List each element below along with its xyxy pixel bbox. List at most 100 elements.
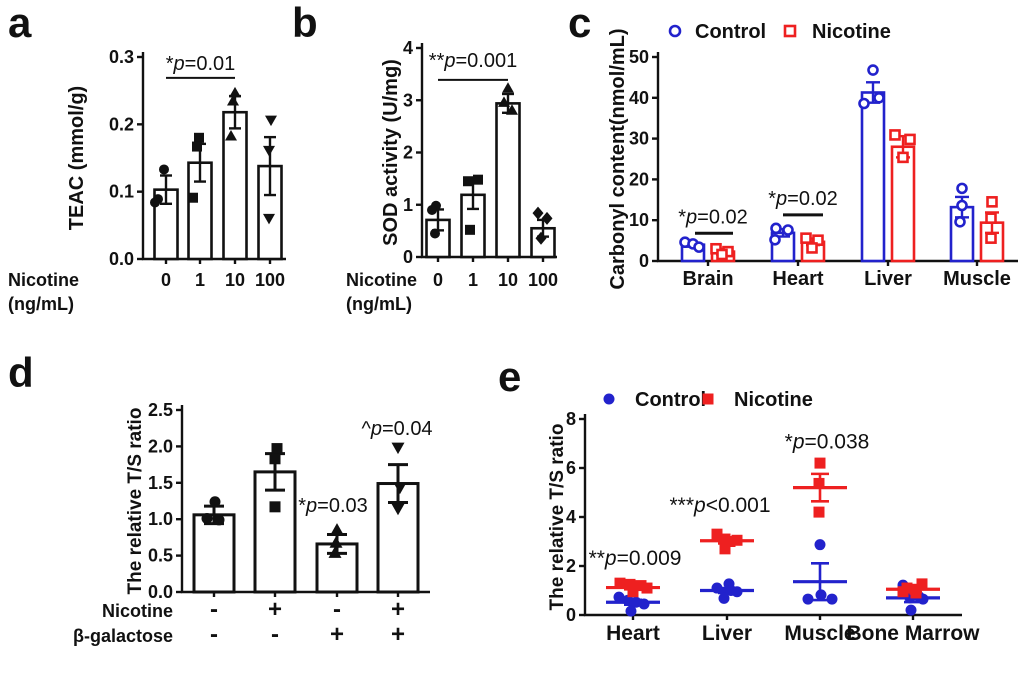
- square-marker: [813, 506, 825, 518]
- x-row-label: (ng/mL): [8, 294, 74, 314]
- panel-label-d: d: [8, 349, 34, 396]
- square-marker: [889, 129, 901, 141]
- x-row-value: 1: [468, 270, 478, 290]
- category-label: Liver: [702, 622, 752, 645]
- y-tick-label: 0: [566, 605, 576, 625]
- circle-marker: [430, 228, 440, 239]
- circle-marker: [858, 97, 870, 110]
- triangle-up-marker: [328, 546, 342, 558]
- annotation-text: **p=0.009: [589, 547, 682, 570]
- square-marker: [897, 151, 909, 164]
- y-tick-label: 1.0: [148, 509, 173, 529]
- triangle-down-marker: [393, 482, 407, 495]
- bar: [495, 102, 521, 259]
- y-tick-label: 0: [403, 247, 413, 267]
- square-marker: [269, 453, 281, 465]
- x-row-value: 10: [498, 270, 518, 290]
- category-label: Liver: [864, 268, 912, 290]
- square-marker: [897, 586, 909, 598]
- y-axis-label: The relative T/S ratio: [547, 424, 568, 611]
- y-tick-label: 50: [629, 47, 649, 67]
- circle-marker: [826, 593, 838, 605]
- x-row-value: 100: [528, 270, 558, 290]
- square-marker: [716, 248, 728, 261]
- circle-marker: [718, 592, 730, 604]
- y-tick-label: 0.2: [109, 114, 134, 134]
- x-row-value: -: [210, 621, 218, 648]
- circle-marker: [956, 199, 968, 212]
- y-tick-label: 10: [629, 210, 649, 230]
- y-tick-label: 30: [629, 129, 649, 149]
- circle-marker: [213, 514, 225, 526]
- panel-a-plot: 0.0 0.1 0.2 0.3 TEAC (mmol/g) *p=0.01 Nicotine…: [8, 47, 286, 314]
- x-row-value: -: [333, 596, 341, 623]
- x-row-value: 0: [161, 270, 171, 290]
- y-tick-label: 0.0: [148, 582, 173, 602]
- bar: [860, 91, 886, 263]
- legend-label: Control: [695, 21, 766, 43]
- y-tick-label: 2.0: [148, 436, 173, 456]
- square-marker: [986, 196, 998, 208]
- y-tick-label: 0.5: [148, 546, 173, 566]
- square-marker: [188, 192, 198, 203]
- square-marker: [463, 176, 473, 187]
- circle-marker: [638, 598, 650, 610]
- y-tick-label: 0.0: [109, 249, 134, 269]
- annotation-text: ***p<0.001: [669, 494, 770, 517]
- annotation-text: *p=0.02: [678, 206, 748, 228]
- x-row-label: Nicotine: [8, 270, 79, 290]
- circle-marker: [769, 233, 781, 246]
- circle-marker: [956, 182, 968, 195]
- x-row-value: -: [210, 596, 218, 623]
- triangle-down-marker: [391, 442, 405, 455]
- square-marker: [783, 24, 797, 38]
- legend-label: Control: [635, 389, 706, 411]
- y-axis-label: TEAC (mmol/g): [66, 86, 88, 230]
- triangle-down-marker: [263, 213, 275, 225]
- y-tick-label: 20: [629, 169, 649, 189]
- y-tick-label: 2: [403, 143, 413, 163]
- bar: [222, 110, 248, 261]
- circle-marker: [770, 222, 782, 235]
- y-tick-label: 1.5: [148, 473, 173, 493]
- x-row-label: β-galactose: [73, 626, 173, 646]
- circle-marker: [209, 496, 221, 508]
- square-marker: [813, 477, 825, 489]
- circle-marker: [427, 204, 437, 215]
- square-marker: [916, 578, 928, 590]
- circle-marker: [159, 164, 169, 175]
- x-row-value: 1: [195, 270, 205, 290]
- y-tick-label: 8: [566, 409, 576, 429]
- panel-label-b: b: [292, 0, 318, 46]
- square-marker: [985, 212, 997, 224]
- x-row-value: +: [330, 621, 344, 648]
- category-label: Muscle: [784, 622, 855, 645]
- annotation-text: *p=0.038: [785, 430, 870, 453]
- square-marker: [624, 578, 636, 590]
- legend-label: Nicotine: [734, 389, 813, 411]
- square-marker: [635, 580, 647, 592]
- x-row-value: +: [391, 621, 405, 648]
- circle-marker: [201, 512, 213, 524]
- triangle-down-marker: [391, 503, 405, 516]
- triangle-up-marker: [227, 94, 239, 106]
- bar: [192, 513, 236, 594]
- circle-marker: [867, 64, 879, 76]
- circle-marker: [814, 539, 826, 551]
- y-tick-label: 2: [566, 556, 576, 576]
- triangle-up-marker: [502, 82, 514, 93]
- y-tick-label: 1: [403, 195, 413, 215]
- circle-marker: [625, 605, 637, 617]
- square-marker: [910, 587, 922, 599]
- triangle-up-marker: [229, 86, 241, 98]
- annotation-text: **p=0.001: [429, 50, 517, 72]
- square-marker: [192, 141, 202, 152]
- circle-marker: [873, 92, 885, 104]
- triangle-up-marker: [330, 523, 344, 535]
- square-marker: [719, 543, 731, 555]
- circle-marker: [954, 216, 966, 228]
